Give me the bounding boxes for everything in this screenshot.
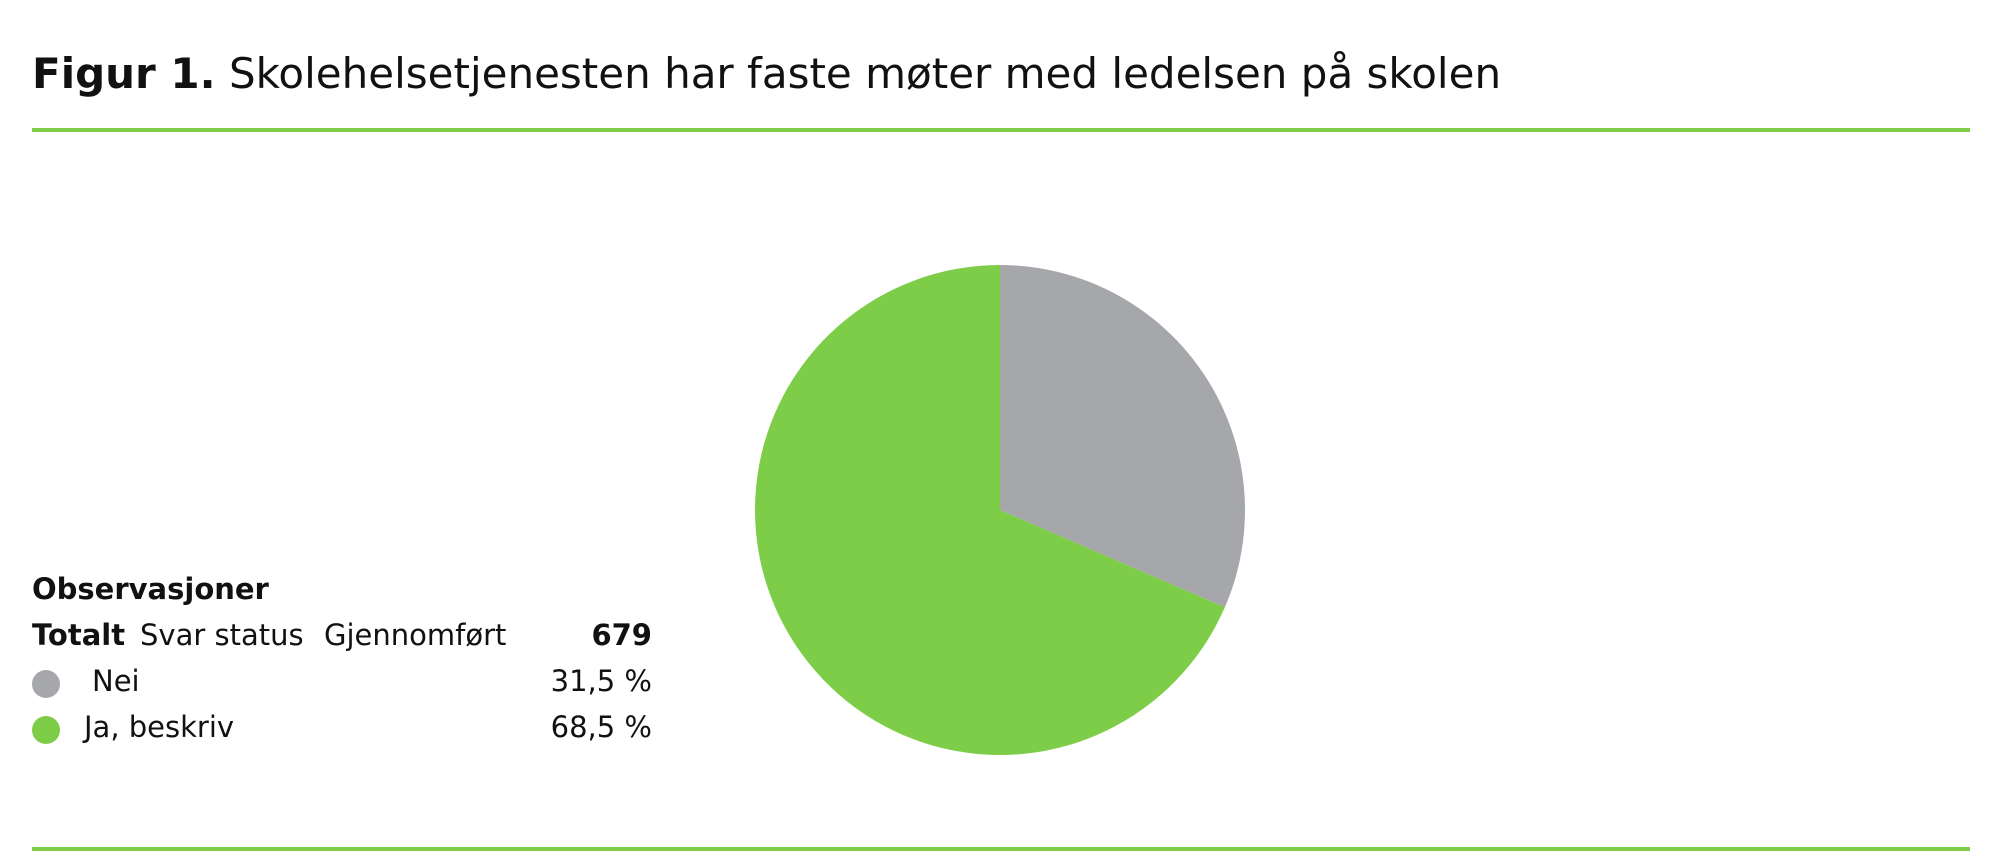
svar-status-label: Svar status: [140, 618, 304, 652]
legend-total-row: Totalt Svar status Gjennomført 679: [32, 612, 652, 658]
legend-heading: Observasjoner: [32, 572, 269, 606]
legend-item-nei: Nei 31,5 %: [32, 658, 652, 704]
total-label: Totalt: [32, 618, 126, 652]
legend: Observasjoner Totalt Svar status Gjennom…: [32, 566, 652, 750]
legend-label-nei: Nei: [92, 664, 140, 698]
pie-slice-ja-beskriv: [755, 265, 1225, 755]
total-value: 679: [591, 618, 652, 652]
figure-label: Figur 1.: [32, 49, 216, 98]
gjennomfort-label: Gjennomført: [324, 618, 507, 652]
bottom-divider: [32, 847, 1970, 851]
legend-label-ja: Ja, beskriv: [84, 710, 235, 744]
title-text: Skolehelsetjenesten har faste møter med …: [228, 49, 1502, 98]
legend-swatch-ja: [32, 716, 60, 744]
pie-chart: [755, 265, 1245, 755]
pie-slice-nei: [1000, 265, 1245, 608]
top-divider: [32, 128, 1970, 132]
legend-value-ja: 68,5 %: [550, 710, 652, 744]
legend-swatch-nei: [32, 670, 60, 698]
chart-title: Figur 1. Skolehelsetjenesten har faste m…: [32, 44, 1501, 104]
legend-value-nei: 31,5 %: [550, 664, 652, 698]
legend-item-ja: Ja, beskriv 68,5 %: [32, 704, 652, 750]
